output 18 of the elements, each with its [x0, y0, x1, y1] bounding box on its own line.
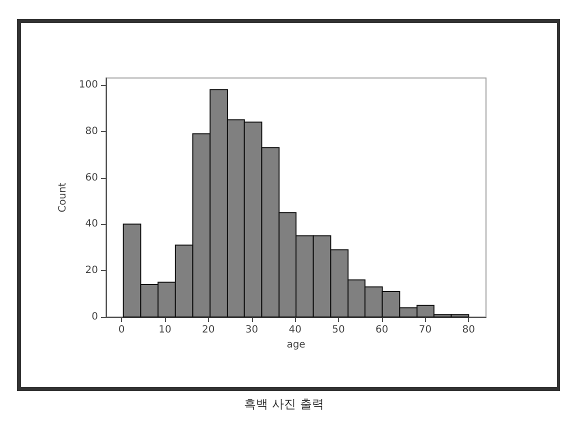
x-tick-label: 10	[158, 324, 172, 336]
x-tick-label: 0	[118, 324, 125, 336]
x-tick-label: 70	[418, 324, 432, 336]
text: 흑백 사진 출력	[244, 397, 324, 411]
x-axis-title: age	[286, 339, 306, 350]
y-tick-label: 40	[85, 218, 98, 230]
x-tick-label: 20	[202, 324, 215, 336]
y-axis-title: Count	[58, 182, 69, 212]
x-tick-label: 50	[332, 324, 345, 336]
y-tick-label: 80	[85, 126, 98, 137]
y-tick-label: 100	[78, 79, 98, 90]
x-tick-label: 80	[462, 324, 476, 336]
y-tick-label: 0	[92, 312, 98, 322]
x-tick-label: 40	[288, 324, 302, 336]
x-tick-label: 30	[245, 324, 258, 336]
y-tick-label: 20	[85, 265, 98, 276]
x-tick-label: 60	[376, 324, 388, 336]
y-tick-label: 60	[85, 172, 98, 184]
